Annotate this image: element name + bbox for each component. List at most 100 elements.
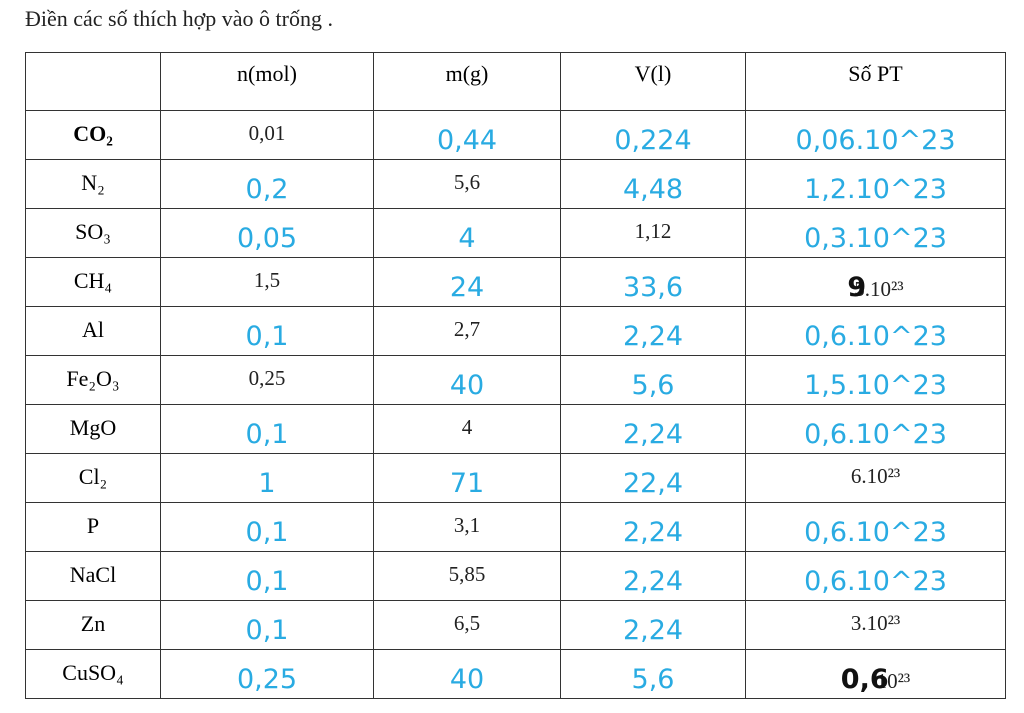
- cell-content: 4: [374, 405, 560, 440]
- cell: 2,24: [560, 502, 746, 552]
- written-answer: 24: [449, 272, 485, 303]
- cell-content: 0,6.10^23: [746, 307, 1005, 352]
- cell: 0,1: [160, 551, 374, 601]
- cell: 5,6: [560, 355, 746, 405]
- cell: 2,7: [373, 306, 561, 356]
- written-answer: 0,3.10^23: [804, 223, 947, 254]
- cell: 0,3.10^23: [745, 208, 1006, 258]
- column-header: m(g): [373, 52, 561, 111]
- printed-value: 4: [461, 415, 473, 439]
- written-answer: 2,24: [622, 517, 684, 548]
- cell-content: 0,1: [161, 503, 373, 548]
- cell-content: 1,2.10^23: [746, 160, 1005, 205]
- cell-content: 3,1: [374, 503, 560, 538]
- row: SO₃ 0,05 4 1,12 0,3.10^23: [25, 208, 1006, 258]
- row-label: SO₃: [25, 208, 161, 258]
- cell-content: 0,25: [161, 650, 373, 695]
- cell: 0,1: [160, 600, 374, 650]
- written-answer: 0,06.10^23: [795, 125, 956, 156]
- cell: 0,05: [160, 208, 374, 258]
- written-answer: 4: [458, 223, 476, 254]
- cell: 2,24: [560, 551, 746, 601]
- cell-content: 0,6.10^23: [746, 503, 1005, 548]
- column-header: n(mol): [160, 52, 374, 111]
- printed-value: 2,7: [453, 317, 481, 341]
- written-answer: 0,2: [245, 174, 289, 205]
- cell-content: 5,6: [561, 650, 745, 695]
- corner-cell: [25, 52, 161, 111]
- row: CH₄ 1,5 24 33,6 9 5.10²³: [25, 257, 1006, 307]
- cell: 33,6: [560, 257, 746, 307]
- row: Al 0,1 2,7 2,24 0,6.10^23: [25, 306, 1006, 356]
- cell-content: 0,6 10²³: [746, 650, 1005, 695]
- row: Cl₂ 1 71 22,4 6.10²³: [25, 453, 1006, 503]
- cell: 24: [373, 257, 561, 307]
- cell: 40: [373, 355, 561, 405]
- cell: 3.10²³: [745, 600, 1006, 650]
- written-answer: 0,44: [436, 125, 498, 156]
- cell-content: 71: [374, 454, 560, 499]
- cell-content: 5,6: [374, 160, 560, 195]
- cell-content: 1,12: [561, 209, 745, 244]
- cell-content: 0,6.10^23: [746, 405, 1005, 450]
- cell-content: 6.10²³: [746, 454, 1005, 489]
- cell: 0,6.10^23: [745, 306, 1006, 356]
- printed-value: 5,85: [448, 562, 486, 586]
- written-answer: 1: [258, 468, 276, 499]
- row-label: Al: [25, 306, 161, 356]
- written-answer: 33,6: [622, 272, 684, 303]
- cell: 22,4: [560, 453, 746, 503]
- row: N₂ 0,2 5,6 4,48 1,2.10^23: [25, 159, 1006, 209]
- row: P 0,1 3,1 2,24 0,6.10^23: [25, 502, 1006, 552]
- cell: 0,6 10²³: [745, 649, 1006, 699]
- row: Zn 0,1 6,5 2,24 3.10²³: [25, 600, 1006, 650]
- printed-value: 0,25: [248, 366, 286, 390]
- cell-content: 5,6: [561, 356, 745, 401]
- cell-content: 0,3.10^23: [746, 209, 1005, 254]
- row-label: Fe₂O₃: [25, 355, 161, 405]
- printed-value: 10²³: [876, 669, 911, 693]
- cell-content: 1: [161, 454, 373, 499]
- cell-content: 24: [374, 258, 560, 303]
- cell-content: 0,1: [161, 552, 373, 597]
- cell: 6,5: [373, 600, 561, 650]
- written-answer: 2,24: [622, 615, 684, 646]
- printed-value: 5,6: [453, 170, 481, 194]
- printed-value: 6.10²³: [850, 464, 901, 488]
- row-label: N₂: [25, 159, 161, 209]
- written-answer: 0,1: [245, 566, 289, 597]
- row-label: NaCl: [25, 551, 161, 601]
- cell-content: 0,224: [561, 111, 745, 156]
- cell-content: 0,05: [161, 209, 373, 254]
- cell-content: 33,6: [561, 258, 745, 303]
- row-label: CuSO₄: [25, 649, 161, 699]
- row-label: Cl₂: [25, 453, 161, 503]
- printed-value: 6,5: [453, 611, 481, 635]
- column-header: Số PT: [745, 52, 1006, 111]
- written-answer: 0,25: [236, 664, 298, 695]
- cell-content: 2,24: [561, 503, 745, 548]
- cell-content: 2,24: [561, 405, 745, 450]
- cell-content: 9 5.10²³: [746, 258, 1005, 303]
- cell: 2,24: [560, 306, 746, 356]
- written-answer: 40: [449, 664, 485, 695]
- row-label: Zn: [25, 600, 161, 650]
- written-answer: 5,6: [631, 664, 675, 695]
- cell: 0,6.10^23: [745, 404, 1006, 454]
- row-label: CH₄: [25, 257, 161, 307]
- written-answer: 0,224: [614, 125, 692, 156]
- cell-content: 0,06.10^23: [746, 111, 1005, 156]
- row: Fe₂O₃ 0,25 40 5,6 1,5.10^23: [25, 355, 1006, 405]
- header-row: n(mol) m(g) V(l) Số PT: [25, 52, 1006, 111]
- cell: 9 5.10²³: [745, 257, 1006, 307]
- written-answer: 2,24: [622, 321, 684, 352]
- cell: 5,85: [373, 551, 561, 601]
- cell: 4: [373, 208, 561, 258]
- cell: 71: [373, 453, 561, 503]
- cell-content: 2,7: [374, 307, 560, 342]
- cell-content: 4,48: [561, 160, 745, 205]
- cell: 4: [373, 404, 561, 454]
- cell-content: 0,1: [161, 405, 373, 450]
- cell: 1,12: [560, 208, 746, 258]
